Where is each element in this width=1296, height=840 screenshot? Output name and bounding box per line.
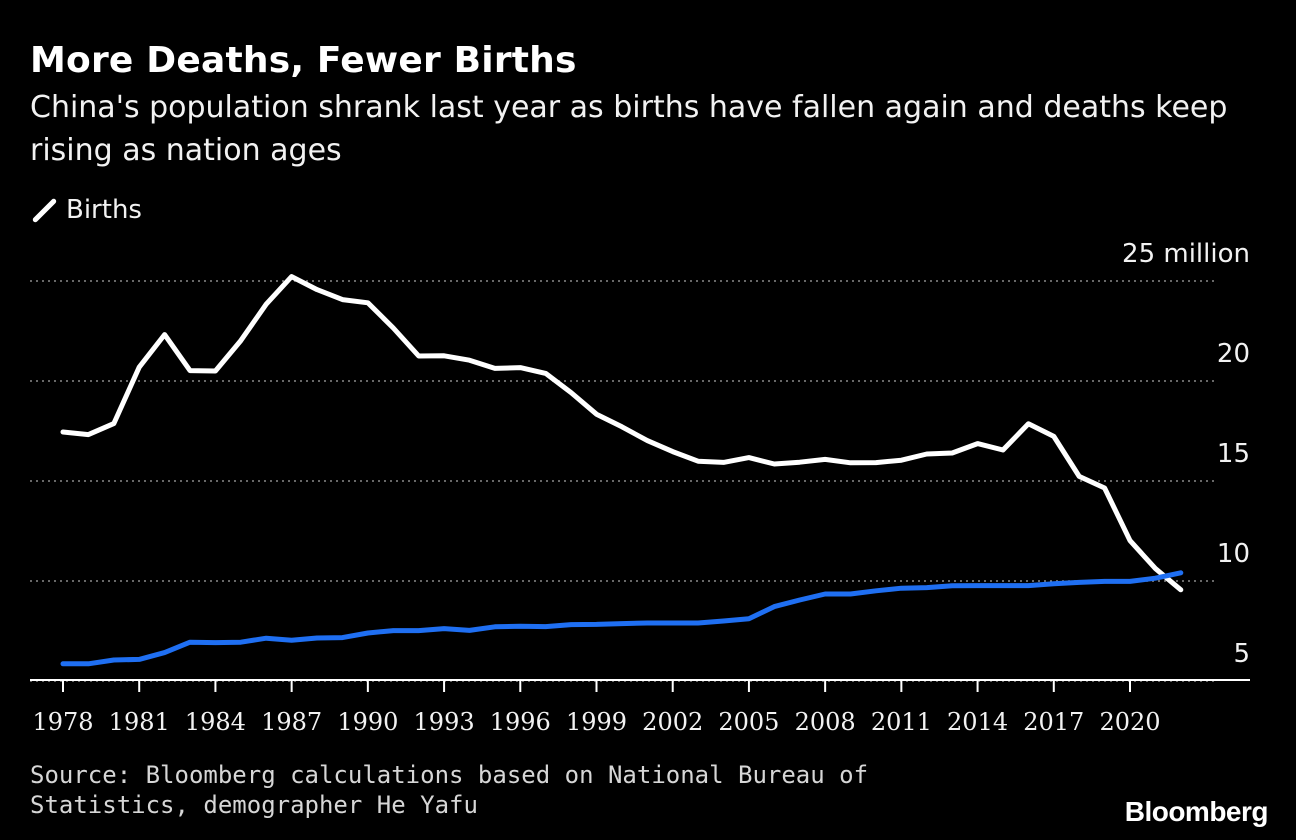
x-tick-label-2008: 2008 <box>795 708 856 736</box>
y-tick-label-25: 25 million <box>1122 239 1250 269</box>
chart-subtitle: China's population shrank last year as b… <box>30 90 1228 168</box>
x-tick-label-2017: 2017 <box>1023 708 1084 736</box>
x-tick-label-1999: 1999 <box>566 708 627 736</box>
legend-label-births: Births <box>66 195 142 225</box>
x-tick-label-1990: 1990 <box>337 708 398 736</box>
x-tick-label-1993: 1993 <box>414 708 475 736</box>
gridlines <box>30 280 1218 682</box>
series-line-series-2 <box>60 570 1184 667</box>
x-axis: 1978 1981 1984 1987 1990 1993 1996 1999 2002 2005… <box>30 679 1250 736</box>
bloomberg-logo: Bloomberg <box>1124 796 1269 827</box>
chart-title: More Deaths, Fewer Births <box>30 40 577 81</box>
x-tick-label-2011: 2011 <box>871 708 932 736</box>
x-tick-label-1996: 1996 <box>490 708 551 736</box>
series-line-births <box>60 274 1184 593</box>
y-axis-labels: 25 million 20 15 10 5 <box>1122 239 1250 669</box>
x-tick-label-1978: 1978 <box>32 708 93 736</box>
x-tick-label-2020: 2020 <box>1099 708 1160 736</box>
x-tick-label-2005: 2005 <box>718 708 779 736</box>
x-tick-label-2002: 2002 <box>642 708 703 736</box>
series-lines <box>60 274 1184 667</box>
source-note: Source: Bloomberg calculations based on … <box>30 761 869 819</box>
x-tick-label-2014: 2014 <box>947 708 1008 736</box>
y-tick-label-10: 10 <box>1217 539 1250 569</box>
x-tick-label-1984: 1984 <box>185 708 246 736</box>
y-tick-label-20: 20 <box>1217 339 1250 369</box>
x-tick-label-1981: 1981 <box>109 708 170 736</box>
legend: Births <box>30 194 142 226</box>
y-tick-label-15: 15 <box>1217 439 1250 469</box>
y-tick-label-5: 5 <box>1233 639 1250 669</box>
x-tick-label-1987: 1987 <box>261 708 322 736</box>
